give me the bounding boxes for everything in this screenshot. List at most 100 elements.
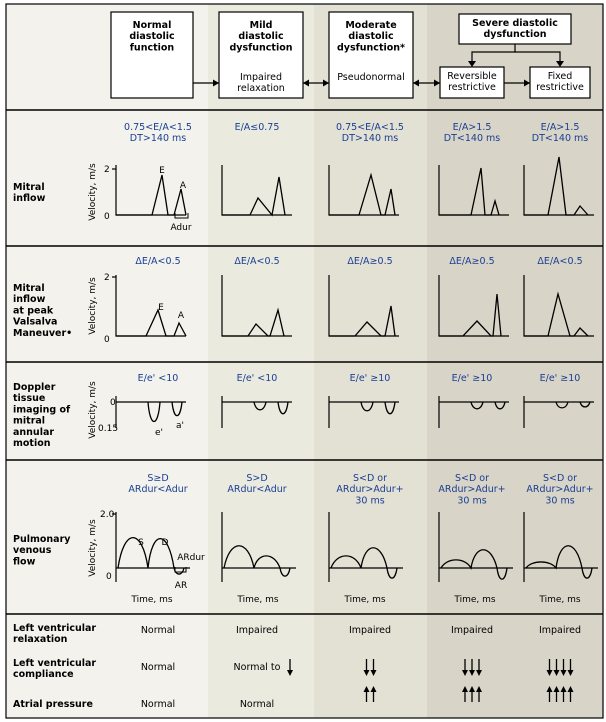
column-band: [107, 4, 208, 718]
severe-title: Severe diastolic dysfunction: [472, 18, 558, 40]
ar-label: AR: [175, 581, 187, 591]
mitral-inflow-plot: [438, 165, 509, 216]
dti-plot: [523, 396, 594, 428]
column-band: [427, 4, 603, 718]
bottom-row-label: Left ventricular compliance: [13, 658, 96, 680]
mitral_inflow-criteria: E/A>1.5 DT<140 ms: [444, 122, 500, 144]
bottom-cell: Normal: [240, 699, 274, 710]
tissue-doppler-wave: [470, 401, 506, 410]
y-tick-label: 0: [110, 398, 116, 408]
e-wave-label: E: [158, 303, 164, 313]
row-label-valsalva: Mitral inflow at peak Valsalva Maneuver•: [13, 283, 72, 339]
arrow-down-icon: [462, 670, 468, 676]
arrowhead: [524, 79, 530, 87]
doppler-wave: [524, 156, 589, 216]
arrow-up-icon: [567, 686, 574, 692]
valsalva-criteria: ΔE/A≥0.5: [347, 256, 392, 267]
mitral-inflow-plot: [523, 156, 594, 216]
doppler-wave: [222, 307, 285, 337]
pulmonary-venous-plot: Time, ms: [115, 512, 190, 605]
pulmonary-venous-plot: Time, ms: [438, 512, 513, 605]
y-axis-label: Velocity, m/s: [88, 519, 98, 577]
dti-plot: [328, 396, 399, 428]
valsalva-plot: [328, 275, 399, 337]
a-prime-label: a': [176, 421, 184, 431]
doppler-wave: [329, 172, 396, 216]
column-band: [314, 4, 427, 718]
doppler-wave: [329, 305, 396, 337]
arrow-down-icon: [363, 670, 370, 676]
severe-box: [458, 13, 572, 45]
mitral_inflow-criteria: 0.75<E/A<1.5 DT>140 ms: [124, 122, 192, 144]
adur-label: Adur: [170, 223, 191, 233]
mitral-inflow-plot: [221, 165, 292, 217]
pv-criteria: S<D or ARdur>Adur+ 30 ms: [526, 473, 593, 506]
arrowhead: [323, 79, 329, 87]
arrow-down-icon: [546, 670, 553, 676]
arrow-down-icon: [567, 670, 574, 676]
arrowhead: [556, 61, 564, 67]
arrowhead: [434, 79, 440, 87]
bottom-cell: Impaired: [451, 625, 493, 636]
x-axis-label: Time, ms: [343, 595, 386, 605]
valsalva-plot: [115, 275, 187, 337]
arrow-up-icon: [462, 686, 468, 692]
arrow-up-icon: [476, 686, 482, 692]
valsalva-criteria: ΔE/A<0.5: [135, 256, 180, 267]
reversible-box: [439, 66, 505, 99]
bottom-cell: Normal: [141, 699, 175, 710]
pulmonary-flow-wave: [440, 549, 508, 580]
bottom-cell: Normal: [141, 625, 175, 636]
doppler-wave: [524, 291, 589, 337]
arrowhead: [413, 79, 419, 87]
moderate-title: Moderate diastolic dysfunction*: [337, 20, 405, 53]
bottom-cell: Impaired: [539, 625, 581, 636]
y-axis-label: Velocity, m/s: [88, 381, 98, 439]
tissue-doppler-wave: [555, 401, 591, 409]
mild-box: [218, 11, 304, 99]
mitral-inflow-plot: [115, 165, 187, 216]
row-label-dti: Doppler tissue imaging of mitral annular moti…: [13, 382, 71, 449]
dti-plot: [221, 396, 292, 428]
x-axis-label: Time, ms: [236, 595, 279, 605]
pulmonary-flow-wave: [330, 547, 398, 579]
arrow-up-icon: [370, 686, 377, 692]
dti-criteria: E/e' ≥10: [452, 373, 493, 384]
outer-border: [5, 3, 604, 719]
pv-criteria: S≥D ARdur<Adur: [128, 473, 187, 495]
arrow-up-icon: [363, 686, 370, 692]
x-axis-label: Time, ms: [453, 595, 496, 605]
bottom-cell: Impaired: [236, 625, 278, 636]
y-tick-label: 2.0: [100, 510, 115, 520]
mild-subtitle: Impaired relaxation: [237, 72, 285, 94]
bottom-cell: Normal: [141, 662, 175, 673]
valsalva-criteria: ΔE/A≥0.5: [449, 256, 494, 267]
header: Normal diastolic function Mild diastolic dysf…: [110, 11, 591, 99]
dti-plot: [115, 396, 186, 428]
mitral-inflow-plot: [328, 165, 399, 216]
bottom-row-label: Atrial pressure: [13, 699, 93, 710]
fixed-subtitle: Fixed restrictive: [536, 71, 584, 93]
pulmonary-flow-wave: [525, 545, 593, 579]
dti-criteria: E/e' ≥10: [350, 373, 391, 384]
doppler-wave: [439, 167, 500, 216]
y-tick-label: 0: [104, 335, 110, 345]
pulmonary-flow-wave: [223, 545, 291, 577]
doppler-wave: [116, 174, 187, 216]
arrow-down-icon: [560, 670, 567, 676]
arrowhead: [303, 79, 309, 87]
adur-bracket: [174, 213, 189, 219]
column-band: [6, 4, 107, 718]
reversible-subtitle: Reversible restrictive: [447, 71, 497, 93]
pv-criteria: S<D or ARdur>Adur+ 30 ms: [336, 473, 403, 506]
valsalva-plot: [523, 275, 594, 337]
y-tick-label: 0: [104, 212, 110, 222]
pv-criteria: S>D ARdur<Adur: [227, 473, 286, 495]
arrow-up-icon: [546, 686, 553, 692]
row-label-pulmonary-venous: Pulmonary venous flow: [13, 534, 71, 567]
bottom-cell: Impaired: [349, 625, 391, 636]
y-tick-label: 2: [104, 165, 110, 175]
pv-criteria: S<D or ARdur>Adur+ 30 ms: [438, 473, 505, 506]
pulmonary-venous-plot: Time, ms: [221, 512, 296, 605]
s-wave-label: S: [138, 538, 144, 548]
